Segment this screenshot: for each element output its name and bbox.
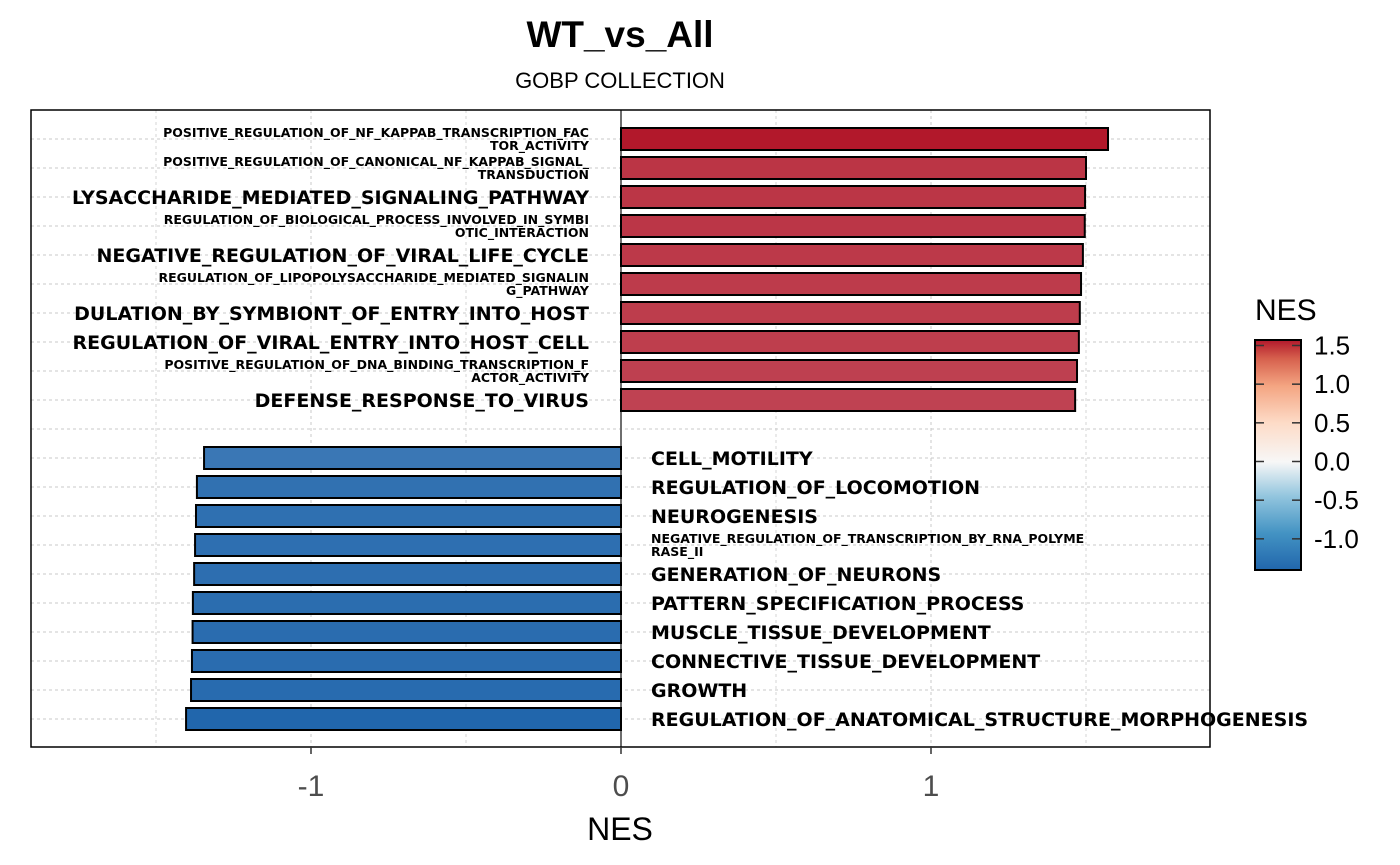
x-axis-title: NES	[587, 811, 653, 847]
bar	[193, 562, 622, 586]
x-tick-label: -1	[298, 770, 325, 803]
bar-label: NEUROGENESIS	[651, 506, 818, 528]
bar	[185, 707, 622, 731]
bars	[185, 127, 1110, 731]
bar-label: PATTERN_SPECIFICATION_PROCESS	[651, 593, 1024, 615]
bar	[194, 504, 623, 528]
legend-tick-label: 0.5	[1314, 408, 1350, 438]
bar-label: LYSACCHARIDE_MEDIATED_SIGNALING_PATHWAY	[72, 187, 589, 209]
bar	[620, 185, 1087, 209]
bar-label-line: POSITIVE_REGULATION_OF_CANONICAL_NF_KAPP…	[163, 154, 590, 170]
bar	[620, 301, 1081, 325]
color-legend: NES 1.5 1.0 0.5 0.0 -0.5 -1.0	[1254, 294, 1359, 571]
legend-tick-label: 0.0	[1314, 446, 1350, 476]
legend-title: NES	[1255, 294, 1317, 327]
bar-label-line: POSITIVE_REGULATION_OF_NF_KAPPAB_TRANSCR…	[163, 125, 589, 141]
legend-colorbar	[1254, 339, 1302, 571]
x-tick-label: 0	[613, 770, 630, 803]
bar-label: REGULATION_OF_LOCOMOTION	[651, 477, 980, 499]
bar-labels-unclipped: REGULATION_OF_ANATOMICAL_STRUCTURE_MORPH…	[651, 709, 1308, 731]
bar-labels: POSITIVE_REGULATION_OF_NF_KAPPAB_TRANSCR…	[72, 125, 1084, 702]
x-tick-label: 1	[923, 770, 940, 803]
legend-tick-label: -0.5	[1314, 485, 1359, 515]
bar-label-line: RASE_II	[651, 544, 703, 560]
bar-label-line: OTIC_INTERACTION	[455, 225, 589, 241]
bar-label: REGULATION_OF_ANATOMICAL_STRUCTURE_MORPH…	[651, 709, 1308, 731]
bar-label: NEGATIVE_REGULATION_OF_VIRAL_LIFE_CYCLE	[96, 245, 589, 267]
bar	[620, 388, 1077, 412]
bar	[620, 330, 1080, 354]
bar	[620, 156, 1087, 180]
bar-label-line: POSITIVE_REGULATION_OF_DNA_BINDING_TRANS…	[164, 357, 589, 373]
bar-label: GROWTH	[651, 680, 747, 702]
bar-label: MUSCLE_TISSUE_DEVELOPMENT	[651, 622, 991, 644]
bar	[620, 359, 1079, 383]
bar	[203, 446, 623, 470]
bar-label-line: ACTOR_ACTIVITY	[471, 370, 590, 386]
bar-label: CONNECTIVE_TISSUE_DEVELOPMENT	[651, 651, 1040, 673]
bar	[191, 620, 623, 644]
bar-label: DEFENSE_RESPONSE_TO_VIRUS	[255, 390, 589, 412]
chart-title: WT_vs_All	[526, 14, 713, 55]
bar-label-line: NEGATIVE_REGULATION_OF_TRANSCRIPTION_BY_…	[651, 531, 1084, 547]
bar	[194, 533, 622, 557]
x-axis: -1 0 1	[298, 747, 940, 803]
legend-tick-label: 1.5	[1314, 330, 1350, 360]
chart-subtitle: GOBP COLLECTION	[515, 68, 725, 93]
bar	[190, 678, 622, 702]
bar	[620, 127, 1110, 151]
bar-label-line: G_PATHWAY	[506, 283, 590, 299]
bar	[620, 214, 1086, 238]
bar	[190, 649, 623, 673]
bar-label: GENERATION_OF_NEURONS	[651, 564, 941, 586]
bar-label-line: REGULATION_OF_BIOLOGICAL_PROCESS_INVOLVE…	[164, 212, 589, 228]
bar	[191, 591, 622, 615]
bar-label: CELL_MOTILITY	[651, 448, 813, 470]
bar	[620, 243, 1084, 267]
bar-label-line: REGULATION_OF_LIPOPOLYSACCHARIDE_MEDIATE…	[158, 270, 589, 286]
bar-label: REGULATION_OF_VIRAL_ENTRY_INTO_HOST_CELL	[72, 332, 589, 354]
legend-tick-label: -1.0	[1314, 524, 1359, 554]
bar-label: DULATION_BY_SYMBIONT_OF_ENTRY_INTO_HOST	[74, 303, 589, 325]
bar	[195, 475, 622, 499]
bar-label-line: TOR_ACTIVITY	[490, 138, 590, 154]
bar	[620, 272, 1083, 296]
legend-tick-label: 1.0	[1314, 369, 1350, 399]
bar-label-line: TRANSDUCTION	[478, 167, 589, 182]
